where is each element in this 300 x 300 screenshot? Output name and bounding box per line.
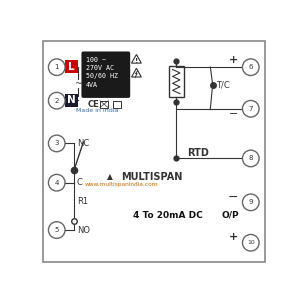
Text: 3: 3 xyxy=(55,140,59,146)
Text: T/C: T/C xyxy=(216,80,230,89)
Circle shape xyxy=(242,100,259,117)
Text: !: ! xyxy=(135,58,138,64)
Text: www.multispanindia.com: www.multispanindia.com xyxy=(85,182,158,187)
Bar xyxy=(112,101,121,108)
Polygon shape xyxy=(131,55,141,63)
Text: L: L xyxy=(68,62,75,72)
Text: O/P: O/P xyxy=(221,211,239,220)
Bar xyxy=(100,101,108,108)
Text: R1: R1 xyxy=(77,197,88,206)
Text: ▲: ▲ xyxy=(107,172,113,182)
Text: 4: 4 xyxy=(55,180,59,186)
Text: 4 To 20mA DC: 4 To 20mA DC xyxy=(133,211,202,220)
Circle shape xyxy=(242,194,259,211)
Text: 100 ~
270V AC
50/60 HZ
4VA: 100 ~ 270V AC 50/60 HZ 4VA xyxy=(86,57,118,88)
Text: ~: ~ xyxy=(74,79,82,88)
Circle shape xyxy=(48,59,65,76)
Text: C: C xyxy=(77,178,83,187)
Text: 5: 5 xyxy=(55,227,59,233)
Text: NC: NC xyxy=(77,139,89,148)
Text: CE: CE xyxy=(88,100,100,109)
Text: 7: 7 xyxy=(248,106,253,112)
Circle shape xyxy=(242,59,259,76)
Polygon shape xyxy=(131,68,141,77)
Text: +: + xyxy=(229,55,238,65)
Text: NO: NO xyxy=(77,226,90,235)
Text: 2: 2 xyxy=(55,98,59,104)
Circle shape xyxy=(48,174,65,191)
Circle shape xyxy=(242,150,259,167)
FancyBboxPatch shape xyxy=(81,52,130,98)
Text: +: + xyxy=(229,232,238,242)
Text: 9: 9 xyxy=(248,199,253,205)
Text: Made in India: Made in India xyxy=(76,108,118,113)
Circle shape xyxy=(48,92,65,109)
Circle shape xyxy=(48,135,65,152)
Bar xyxy=(65,94,78,107)
Circle shape xyxy=(242,234,259,251)
Bar xyxy=(65,60,78,74)
Text: 8: 8 xyxy=(248,155,253,161)
Bar xyxy=(169,66,184,97)
Text: −: − xyxy=(228,191,239,204)
Text: 6: 6 xyxy=(248,64,253,70)
Text: 1: 1 xyxy=(55,64,59,70)
Circle shape xyxy=(48,222,65,238)
Text: MULTISPAN: MULTISPAN xyxy=(122,172,183,182)
Text: −: − xyxy=(229,109,238,119)
Text: 10: 10 xyxy=(247,240,255,245)
Text: N: N xyxy=(67,95,76,105)
Text: RTD: RTD xyxy=(187,148,209,158)
